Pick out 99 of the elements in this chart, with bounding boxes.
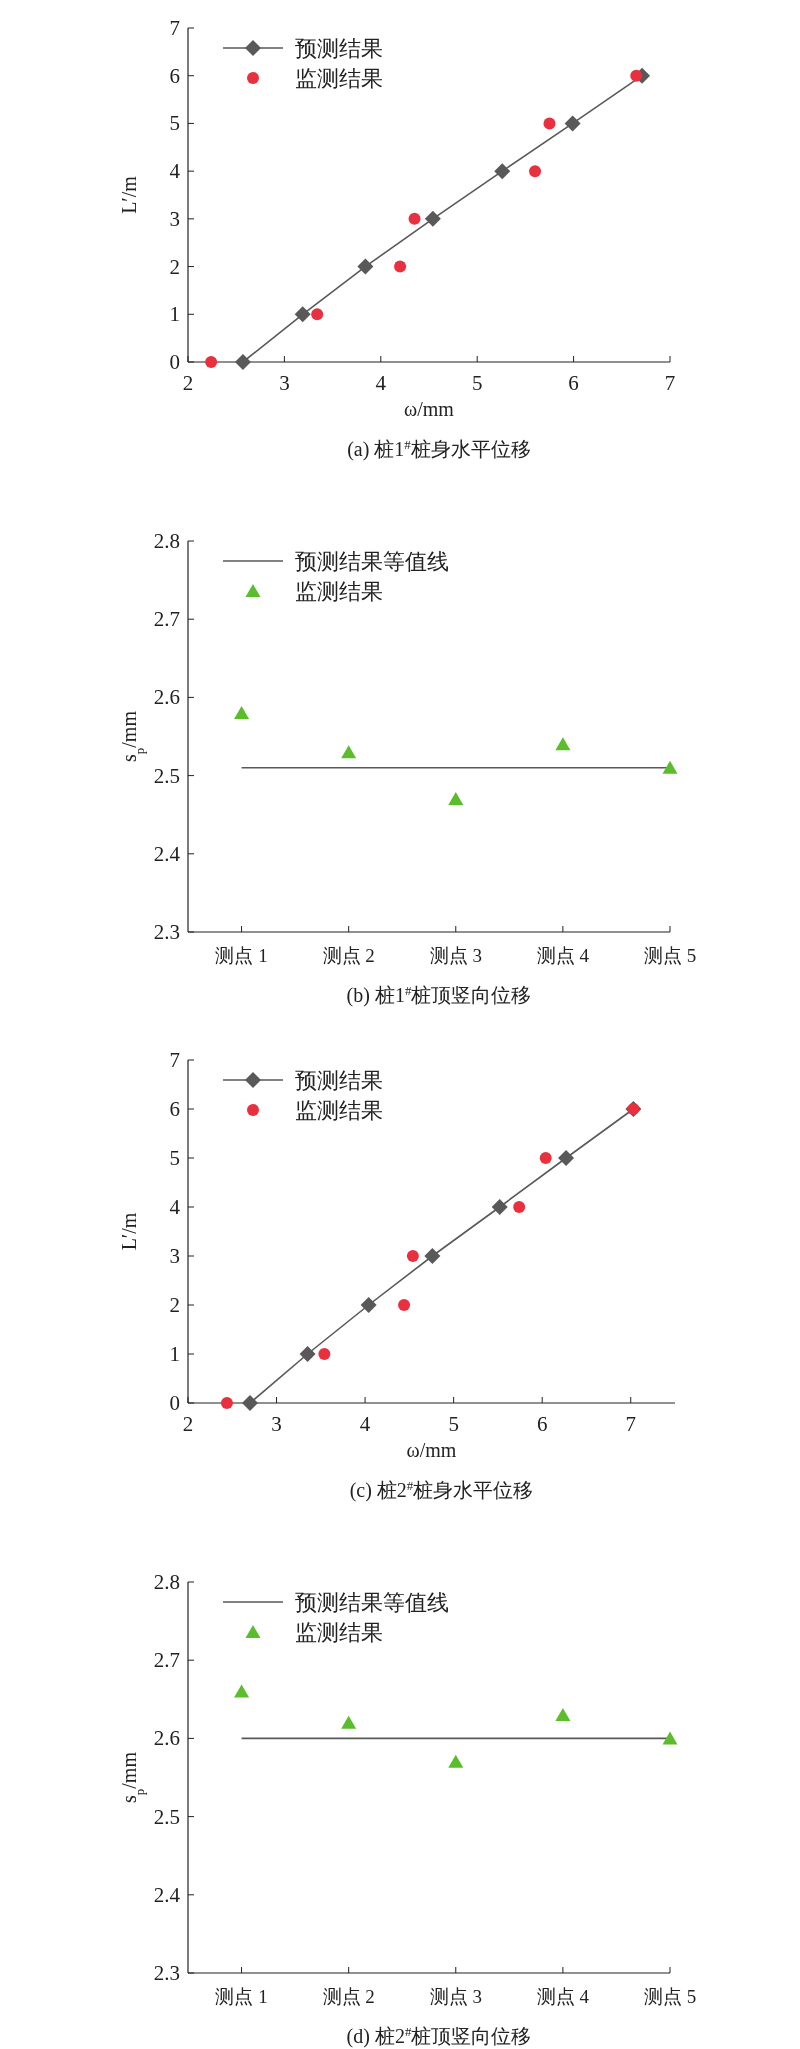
y-tick-label: 1	[169, 1342, 180, 1366]
y-tick-label: 4	[169, 1195, 181, 1219]
point	[294, 306, 311, 323]
legend-label: 监测结果	[295, 579, 383, 604]
y-tick-label: 0	[169, 1391, 180, 1415]
y-axis-title: L′/m	[118, 175, 140, 214]
y-tick-label: 2.4	[153, 1882, 181, 1907]
x-tick-label: 测点 2	[322, 945, 375, 966]
point	[494, 163, 511, 180]
y-tick-label: 2.6	[153, 685, 180, 710]
point	[234, 706, 250, 720]
legend-label: 预测结果	[295, 36, 383, 61]
y-tick-label: 2.8	[153, 529, 180, 553]
text: (b) 桩1$^{#}$桩顶竖向位移	[346, 982, 532, 1007]
point	[564, 115, 581, 132]
point	[529, 165, 542, 178]
y-tick-label: 2	[169, 1293, 180, 1317]
y-tick-label: 2.6	[153, 1726, 180, 1751]
y-tick-label: 3	[169, 206, 180, 231]
legend-label: 预测结果等值线	[295, 1590, 449, 1615]
point	[555, 737, 571, 751]
x-tick-label: 测点 5	[643, 1986, 697, 2007]
point	[424, 210, 441, 227]
point	[513, 1201, 526, 1213]
point	[234, 354, 251, 370]
y-axis-title: L′/m	[118, 1212, 140, 1251]
point	[398, 1299, 411, 1311]
text: (d) 桩2$^{#}$桩顶竖向位移	[346, 2023, 532, 2048]
point	[630, 69, 643, 82]
legend-label: 预测结果	[295, 1068, 383, 1093]
x-tick-label: 测点 4	[536, 945, 590, 966]
x-tick-label: 7	[664, 371, 676, 395]
point	[448, 1754, 464, 1768]
x-tick-label: 测点 1	[215, 1986, 268, 2007]
y-tick-label: 3	[169, 1244, 180, 1268]
point	[311, 308, 324, 321]
x-tick-label: 3	[271, 1412, 282, 1436]
point	[662, 1731, 678, 1745]
legend-label: 监测结果	[295, 1098, 383, 1123]
point	[491, 1199, 508, 1215]
x-tick-label: 测点 2	[322, 1986, 375, 2007]
point	[220, 1397, 233, 1409]
point	[543, 117, 556, 130]
point	[558, 1150, 575, 1166]
point	[299, 1346, 316, 1362]
y-tick-label: 2.5	[153, 1804, 180, 1829]
x-axis-title: ω/mm	[406, 1439, 457, 1461]
point	[555, 1707, 571, 1721]
x-tick-label: 测点 3	[429, 945, 482, 966]
x-tick-label: 3	[279, 371, 290, 395]
y-tick-label: 5	[169, 111, 180, 136]
point	[394, 260, 407, 273]
x-tick-label: 测点 1	[215, 945, 268, 966]
point	[318, 1348, 331, 1360]
x-tick-label: 测点 4	[536, 1986, 590, 2007]
point	[357, 258, 374, 275]
point	[408, 212, 421, 225]
x-tick-label: 7	[625, 1412, 636, 1436]
point	[241, 1395, 258, 1411]
point	[448, 792, 464, 806]
y-tick-label: 2.3	[153, 920, 180, 944]
y-tick-label: 2.8	[153, 1570, 180, 1594]
y-tick-label: 4	[169, 159, 181, 184]
text: (a) 桩1$^{#}$桩身水平位移	[347, 436, 531, 461]
x-tick-label: 5	[448, 1412, 459, 1436]
point	[234, 1684, 250, 1698]
y-tick-label: 1	[169, 302, 180, 327]
x-tick-label: 4	[375, 371, 387, 395]
legend-label: 监测结果	[295, 66, 383, 91]
y-tick-label: 6	[169, 63, 180, 88]
point	[539, 1152, 552, 1164]
point	[424, 1248, 441, 1264]
point	[406, 1250, 419, 1262]
y-tick-label: 6	[169, 1097, 180, 1121]
y-tick-label: 2.3	[153, 1961, 180, 1985]
y-tick-label: 2	[169, 254, 180, 279]
point	[205, 356, 218, 368]
y-tick-label: 2.4	[153, 841, 181, 866]
x-tick-label: 4	[359, 1412, 371, 1436]
y-tick-label: 7	[169, 1048, 180, 1072]
y-tick-label: 2.7	[153, 607, 180, 632]
text: (c) 桩2$^{#}$桩身水平位移	[349, 1477, 534, 1502]
legend-label: 监测结果	[295, 1620, 383, 1645]
y-tick-label: 2.5	[153, 763, 180, 788]
x-tick-label: 测点 3	[429, 1986, 482, 2007]
x-tick-label: 6	[536, 1412, 548, 1436]
point	[341, 1715, 357, 1729]
point	[341, 745, 357, 759]
point	[662, 760, 678, 774]
x-tick-label: 6	[568, 371, 579, 395]
y-tick-label: 0	[169, 350, 180, 374]
legend-label: 预测结果等值线	[295, 549, 449, 574]
y-tick-label: 7	[169, 16, 180, 40]
y-tick-label: 5	[169, 1146, 180, 1170]
y-tick-label: 2.7	[153, 1648, 180, 1673]
x-tick-label: 测点 5	[643, 945, 697, 966]
x-tick-label: 5	[471, 371, 483, 395]
x-axis-title: ω/mm	[404, 398, 455, 420]
point	[360, 1297, 377, 1313]
